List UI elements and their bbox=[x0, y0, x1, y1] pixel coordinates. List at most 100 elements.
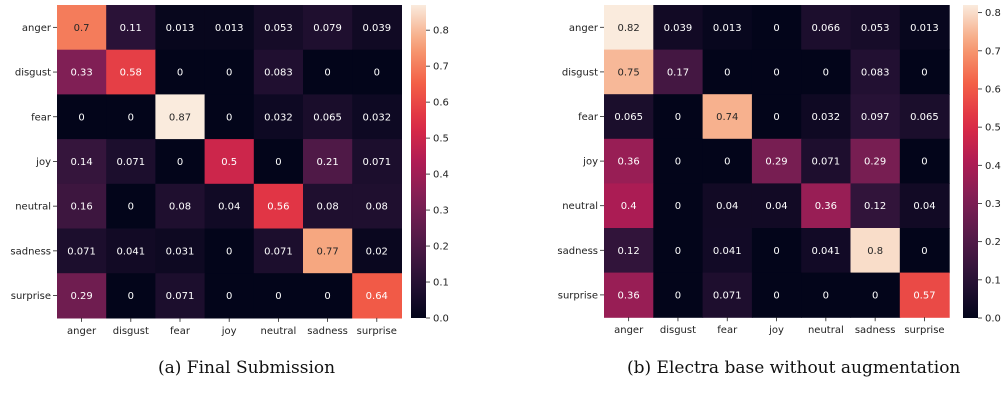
heatmap-cell bbox=[204, 139, 255, 185]
heatmap-cell bbox=[352, 228, 402, 274]
colorbar-tick-label: 0.1 bbox=[985, 275, 1001, 286]
colorbar-tick-label: 0.5 bbox=[985, 123, 1001, 134]
cell-value-label: 0.013 bbox=[215, 23, 244, 34]
cell-value-label: 0.33 bbox=[70, 68, 92, 79]
heatmap-cell bbox=[106, 139, 156, 185]
heatmap-cell bbox=[653, 49, 704, 95]
cell-value-label: 0.032 bbox=[812, 112, 841, 123]
heatmap-cell bbox=[604, 228, 654, 274]
heatmap-cell bbox=[352, 273, 402, 319]
cell-value-label: 0.071 bbox=[812, 157, 841, 168]
x-tick-label: neutral bbox=[808, 325, 844, 336]
cell-value-label: 0.032 bbox=[362, 112, 391, 123]
cell-value-label: 0.57 bbox=[913, 290, 935, 301]
heatmap-cell bbox=[253, 183, 304, 230]
x-tick-label: sadness bbox=[855, 325, 896, 336]
cell-value-label: 0.041 bbox=[713, 246, 742, 257]
colorbar bbox=[411, 5, 426, 318]
heatmap-cell bbox=[899, 94, 950, 140]
heatmap-cell bbox=[57, 5, 107, 51]
heatmap-cell bbox=[801, 94, 852, 140]
heatmap-cell bbox=[702, 138, 753, 184]
y-tick-label: fear bbox=[31, 112, 52, 123]
cell-value-label: 0 bbox=[872, 290, 878, 301]
y-tick-label: disgust bbox=[15, 68, 51, 79]
heatmap-cell bbox=[751, 272, 802, 318]
heatmap-cell bbox=[801, 272, 852, 318]
heatmap-cell bbox=[604, 138, 654, 184]
heatmap-cell bbox=[702, 49, 753, 95]
y-tick-label: neutral bbox=[562, 201, 598, 212]
y-tick-label: surprise bbox=[11, 291, 51, 302]
heatmap-cell bbox=[303, 94, 353, 140]
cell-value-label: 0.04 bbox=[218, 202, 240, 213]
cell-value-label: 0.013 bbox=[910, 23, 939, 34]
heatmap-cell bbox=[57, 139, 107, 185]
heatmap-cell bbox=[352, 5, 402, 51]
heatmap-cell bbox=[106, 183, 156, 230]
cell-value-label: 0 bbox=[675, 157, 681, 168]
colorbar-tick-label: 0.8 bbox=[433, 26, 449, 37]
cell-value-label: 0.56 bbox=[267, 202, 289, 213]
cell-value-label: 0.083 bbox=[264, 68, 293, 79]
heatmap-cell bbox=[57, 183, 107, 230]
cell-value-label: 0 bbox=[773, 112, 779, 123]
y-tick-label: joy bbox=[582, 157, 598, 168]
y-tick-label: neutral bbox=[15, 202, 51, 213]
cell-value-label: 0.065 bbox=[614, 112, 643, 123]
cell-value-label: 0.065 bbox=[910, 112, 939, 123]
y-tick-label: surprise bbox=[558, 290, 598, 301]
cell-value-label: 0.17 bbox=[667, 67, 689, 78]
cell-value-label: 0.066 bbox=[812, 23, 841, 34]
cell-value-label: 0.071 bbox=[166, 291, 195, 302]
cell-value-label: 0.071 bbox=[67, 246, 96, 257]
cell-value-label: 0.36 bbox=[815, 201, 837, 212]
heatmap-cell bbox=[352, 49, 402, 95]
heatmap-cell bbox=[801, 138, 852, 184]
heatmap-cell bbox=[751, 5, 802, 51]
x-tick-label: anger bbox=[67, 326, 97, 337]
heatmap-cell bbox=[899, 228, 950, 274]
colorbar-tick-label: 0.8 bbox=[985, 8, 1001, 19]
heatmap-b: 0.82 0.039 0.013 0 0.066 0.053 0.013 0.75 0.17 0 0… bbox=[557, 5, 1001, 336]
y-tick-label: sadness bbox=[557, 246, 598, 257]
y-tick-label: disgust bbox=[562, 67, 598, 78]
cell-value-label: 0 bbox=[128, 112, 134, 123]
heatmap-cell bbox=[155, 139, 206, 185]
cell-value-label: 0 bbox=[921, 246, 927, 257]
heatmap-cell bbox=[751, 138, 802, 184]
heatmap-cell bbox=[204, 5, 255, 51]
x-tick-label: fear bbox=[170, 326, 191, 337]
y-tick-label: anger bbox=[22, 23, 52, 34]
cell-value-label: 0.013 bbox=[166, 23, 195, 34]
colorbar-tick-label: 0.4 bbox=[433, 170, 449, 181]
cell-value-label: 0.29 bbox=[765, 157, 787, 168]
heatmap-cell bbox=[155, 94, 206, 140]
cell-value-label: 0 bbox=[675, 290, 681, 301]
cell-value-label: 0.77 bbox=[316, 246, 338, 257]
heatmap-cell bbox=[57, 94, 107, 140]
cell-value-label: 0.071 bbox=[264, 246, 293, 257]
cell-value-label: 0.82 bbox=[618, 23, 640, 34]
cell-value-label: 0 bbox=[773, 23, 779, 34]
heatmap-cell bbox=[253, 5, 304, 51]
cell-value-label: 0.071 bbox=[362, 157, 391, 168]
cell-value-label: 0.29 bbox=[864, 157, 886, 168]
cell-value-label: 0.032 bbox=[264, 112, 293, 123]
x-tick-label: joy bbox=[768, 325, 784, 336]
cell-value-label: 0.013 bbox=[713, 23, 742, 34]
cell-value-label: 0.039 bbox=[362, 23, 391, 34]
heatmap-cell bbox=[604, 49, 654, 95]
cell-value-label: 0.36 bbox=[618, 290, 640, 301]
cell-value-label: 0.21 bbox=[316, 157, 338, 168]
heatmap-cell bbox=[253, 228, 304, 274]
heatmap-cell bbox=[57, 49, 107, 95]
x-tick-label: neutral bbox=[261, 326, 297, 337]
cell-value-label: 0.083 bbox=[861, 67, 890, 78]
cell-value-label: 0.75 bbox=[618, 67, 640, 78]
heatmap-cell bbox=[155, 273, 206, 319]
cell-value-label: 0 bbox=[275, 291, 281, 302]
heatmap-cell bbox=[303, 228, 353, 274]
heatmap-cell bbox=[106, 49, 156, 95]
